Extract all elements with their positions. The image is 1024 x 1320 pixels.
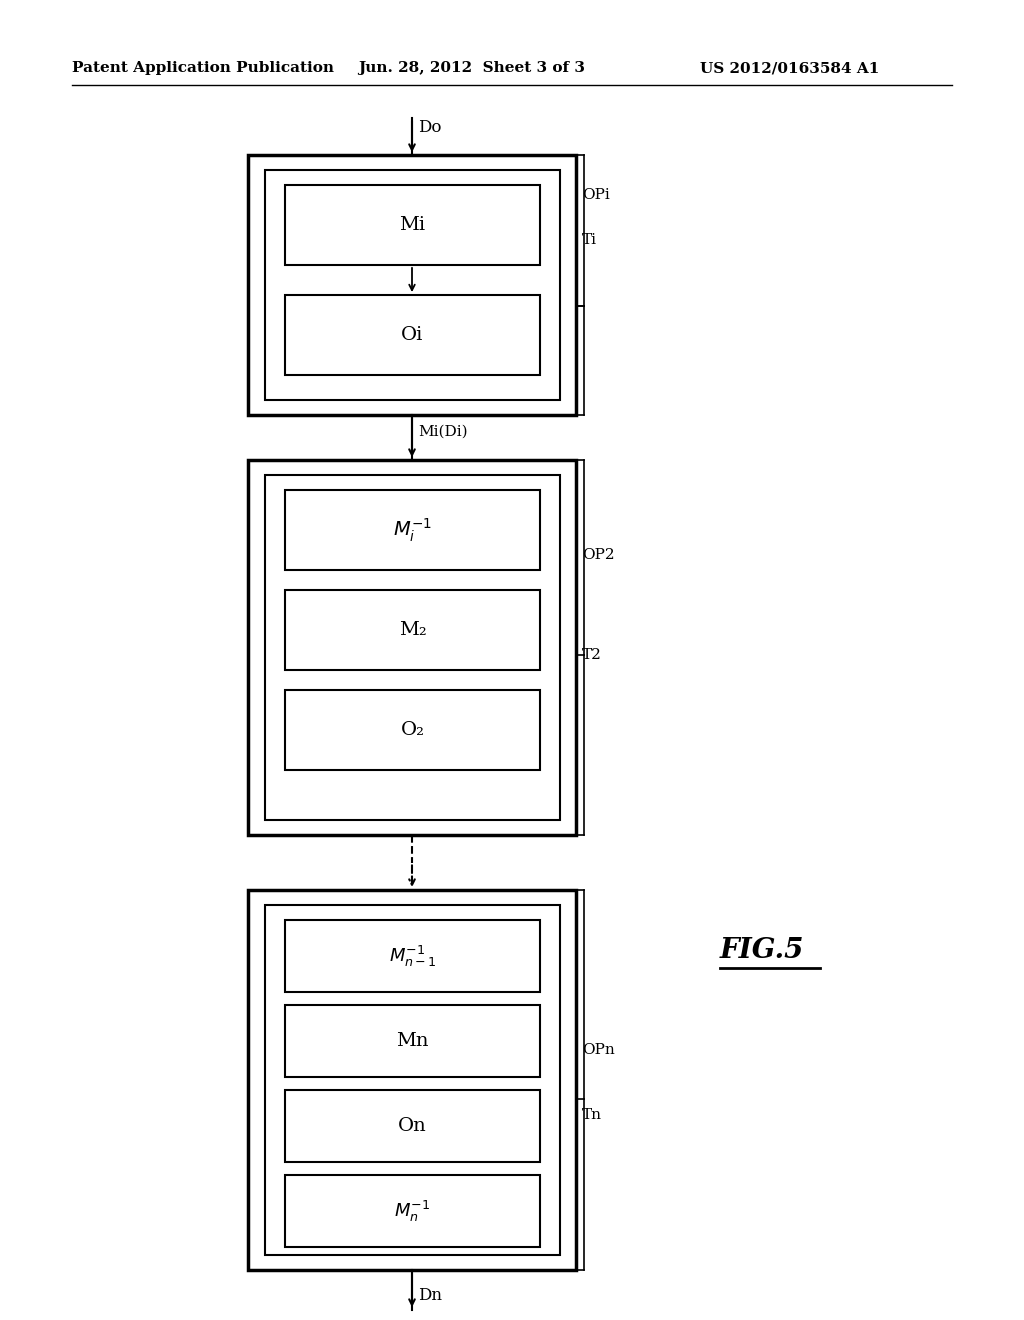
Bar (248, 890, 575, 1270)
Bar (285, 920, 540, 993)
Bar (285, 1005, 540, 1077)
Text: Tn: Tn (582, 1107, 602, 1122)
Text: Ti: Ti (582, 234, 597, 247)
Text: Mn: Mn (396, 1032, 429, 1049)
Bar (248, 154, 575, 414)
Text: US 2012/0163584 A1: US 2012/0163584 A1 (700, 61, 880, 75)
Text: $M_{n-1}^{-1}$: $M_{n-1}^{-1}$ (388, 944, 436, 969)
Text: Do: Do (418, 120, 441, 136)
Bar (285, 1175, 540, 1247)
Text: O₂: O₂ (400, 721, 425, 739)
Bar (265, 475, 560, 820)
Text: M₂: M₂ (398, 620, 426, 639)
Text: T2: T2 (582, 648, 602, 663)
Bar (265, 906, 560, 1255)
Text: Mi: Mi (399, 216, 426, 234)
Text: Mi(Di): Mi(Di) (418, 425, 468, 440)
Text: On: On (398, 1117, 427, 1135)
Bar (248, 459, 575, 836)
Bar (285, 294, 540, 375)
Text: Dn: Dn (418, 1287, 442, 1304)
Text: Jun. 28, 2012  Sheet 3 of 3: Jun. 28, 2012 Sheet 3 of 3 (358, 61, 585, 75)
Text: OP2: OP2 (582, 548, 614, 562)
Text: $M_i^{-1}$: $M_i^{-1}$ (393, 516, 432, 544)
Bar (285, 590, 540, 671)
Text: Patent Application Publication: Patent Application Publication (72, 61, 334, 75)
Text: $M_n^{-1}$: $M_n^{-1}$ (394, 1199, 431, 1224)
Text: Oi: Oi (401, 326, 424, 345)
Bar (285, 1090, 540, 1162)
Text: OPi: OPi (582, 187, 609, 202)
Text: FIG.5: FIG.5 (720, 936, 805, 964)
Bar (285, 490, 540, 570)
Bar (285, 185, 540, 265)
Text: OPn: OPn (582, 1043, 614, 1057)
Bar (285, 690, 540, 770)
Bar (265, 170, 560, 400)
